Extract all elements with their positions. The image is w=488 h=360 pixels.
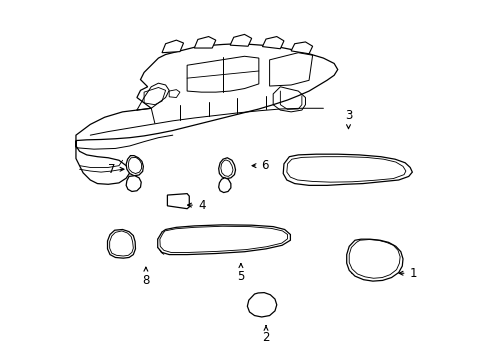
Text: 4: 4	[187, 199, 205, 212]
Polygon shape	[218, 158, 235, 179]
Polygon shape	[76, 140, 129, 184]
Polygon shape	[283, 154, 411, 185]
Polygon shape	[126, 156, 143, 176]
Polygon shape	[167, 194, 189, 209]
Polygon shape	[107, 229, 135, 258]
Polygon shape	[247, 293, 276, 317]
Polygon shape	[346, 239, 402, 281]
Text: 1: 1	[398, 267, 416, 280]
Text: 7: 7	[108, 163, 123, 176]
Text: 2: 2	[262, 326, 269, 344]
Polygon shape	[126, 176, 141, 192]
Text: 6: 6	[252, 159, 267, 172]
Polygon shape	[76, 44, 337, 140]
Polygon shape	[194, 37, 215, 48]
Text: 8: 8	[142, 267, 149, 287]
Polygon shape	[158, 225, 290, 255]
Text: 3: 3	[344, 109, 351, 129]
Polygon shape	[218, 178, 230, 193]
Polygon shape	[162, 40, 183, 53]
Polygon shape	[290, 42, 312, 54]
Text: 5: 5	[237, 264, 244, 283]
Polygon shape	[230, 35, 251, 46]
Polygon shape	[262, 37, 284, 49]
